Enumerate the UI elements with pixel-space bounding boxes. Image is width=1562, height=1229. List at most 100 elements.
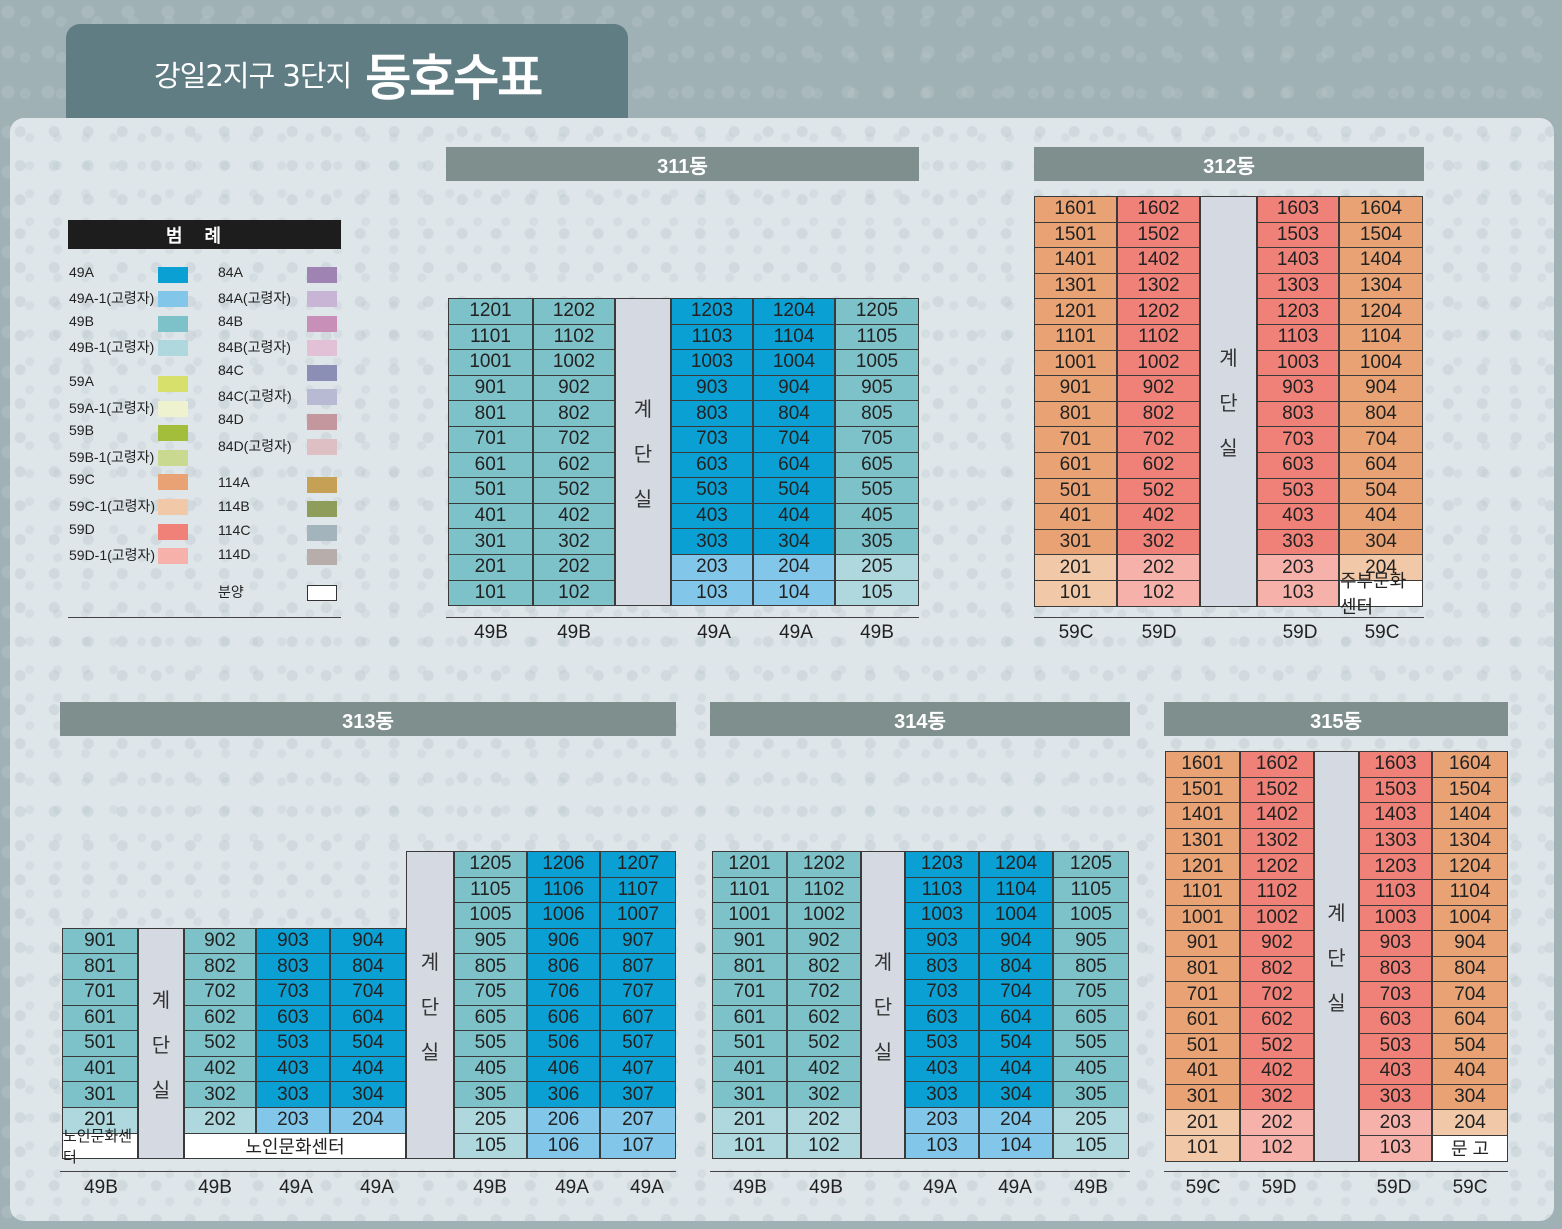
unit-cell: 602: [533, 451, 615, 479]
unit-cell: 804: [979, 953, 1053, 980]
unit-cell: 602: [787, 1004, 861, 1032]
unit-cell: 1205: [1053, 851, 1129, 878]
unit-cell: 1107: [600, 876, 676, 904]
unit-cell: 1102: [1117, 324, 1200, 351]
legend-label: 114C: [218, 522, 251, 538]
unit-cell: 1604: [1432, 751, 1508, 778]
unit-cell: 1404: [1432, 802, 1508, 829]
unit-cell: 703: [671, 426, 753, 453]
stairwell-label: 계: [1219, 345, 1238, 370]
unit-cell: 104: [753, 579, 835, 607]
unit-type-label: 49A: [360, 1177, 394, 1198]
unit-cell: 802: [1240, 955, 1314, 983]
unit-cell: 803: [1257, 400, 1339, 428]
unit-cell: 901: [1165, 930, 1240, 957]
legend-label: 49A: [69, 264, 94, 280]
unit-cell: 504: [979, 1030, 1053, 1057]
legend-label: 59B: [69, 422, 94, 438]
unit-cell: 201: [712, 1107, 787, 1134]
unit-cell: 1302: [1117, 272, 1200, 300]
unit-cell: 601: [1034, 452, 1117, 479]
legend-label: 84D: [218, 411, 244, 427]
unit-cell: 1002: [787, 902, 861, 929]
unit-cell: 805: [835, 400, 919, 427]
unit-cell: 701: [448, 426, 533, 453]
unit-cell: 705: [454, 979, 527, 1006]
unit-cell: 304: [330, 1081, 406, 1108]
unit-cell: 1003: [1359, 904, 1432, 932]
building-312-header: 312동: [1034, 147, 1424, 181]
unit-cell: 601: [712, 1004, 787, 1032]
unit-cell: 203: [1257, 554, 1339, 581]
unit-cell: 504: [753, 477, 835, 504]
unit-cell: 702: [787, 979, 861, 1006]
unit-cell: 605: [1053, 1004, 1129, 1032]
unit-type-label: 49B: [557, 622, 591, 643]
stairwell-label: 실: [1327, 990, 1346, 1015]
unit-cell: 804: [330, 953, 406, 980]
unit-cell: 405: [454, 1055, 527, 1083]
unit-cell: 401: [1034, 503, 1117, 530]
unit-cell: 203: [905, 1107, 979, 1134]
unit-cell: 304: [753, 528, 835, 555]
unit-cell: 103: [1257, 580, 1339, 607]
storage-cell: 문 고: [1432, 1135, 1508, 1162]
unit-cell: 607: [600, 1004, 676, 1032]
unit-cell: 302: [1117, 528, 1200, 556]
unit-cell: 602: [1117, 452, 1200, 479]
unit-cell: 303: [1257, 528, 1339, 556]
legend-swatch: [307, 549, 337, 565]
unit-cell: 802: [184, 953, 256, 980]
unit-type-label: 49B: [198, 1177, 232, 1198]
unit-cell: 302: [787, 1081, 861, 1108]
unit-cell: 1201: [1034, 298, 1117, 325]
unit-type-label: 49A: [923, 1177, 957, 1198]
unit-cell: 504: [330, 1030, 406, 1057]
unit-cell: 1301: [1034, 272, 1117, 300]
unit-cell: 1501: [1165, 776, 1240, 804]
unit-cell: 301: [1034, 528, 1117, 556]
legend-label: 49B: [69, 313, 94, 329]
unit-cell: 1603: [1257, 196, 1339, 223]
legend-swatch: [307, 439, 337, 455]
unit-cell: 205: [454, 1107, 527, 1134]
legend-label: 분양: [218, 584, 244, 600]
unit-cell: 1402: [1117, 247, 1200, 274]
unit-cell: 505: [835, 477, 919, 504]
unit-cell: 807: [600, 953, 676, 980]
unit-cell: 704: [979, 979, 1053, 1006]
unit-cell: 1601: [1165, 751, 1240, 778]
unit-cell: 107: [600, 1132, 676, 1160]
unit-cell: 1005: [454, 902, 527, 929]
unit-cell: 801: [448, 400, 533, 427]
unit-type-label: 49A: [555, 1177, 589, 1198]
unit-cell: 606: [527, 1004, 600, 1032]
unit-cell: 203: [671, 554, 753, 581]
unit-cell: 403: [256, 1055, 330, 1083]
unit-cell: 1202: [787, 851, 861, 878]
unit-cell: 702: [1117, 426, 1200, 453]
unit-cell: 1404: [1339, 247, 1423, 274]
unit-cell: 802: [533, 400, 615, 427]
unit-cell: 404: [979, 1055, 1053, 1083]
legend-swatch: [158, 474, 188, 490]
unit-cell: 102: [533, 579, 615, 607]
page-title: 동호수표: [365, 49, 543, 107]
unit-cell: 1202: [533, 298, 615, 325]
unit-cell: 1205: [454, 851, 527, 878]
unit-cell: 403: [905, 1055, 979, 1083]
unit-type-label: 49B: [1074, 1177, 1108, 1198]
stairwell-label: 실: [633, 486, 653, 511]
unit-cell: 1206: [527, 851, 600, 878]
legend-swatch: [307, 525, 337, 541]
unit-cell: 905: [835, 374, 919, 402]
unit-cell: 903: [256, 927, 330, 955]
unit-cell: 1205: [835, 298, 919, 325]
unit-cell: 603: [905, 1004, 979, 1032]
stairwell-label: 단: [420, 994, 440, 1019]
unit-cell: 902: [184, 927, 256, 955]
legend-label: 84A(고령자): [218, 290, 291, 306]
unit-cell: 707: [600, 979, 676, 1006]
unit-cell: 1002: [1117, 349, 1200, 377]
unit-cell: 401: [712, 1055, 787, 1083]
